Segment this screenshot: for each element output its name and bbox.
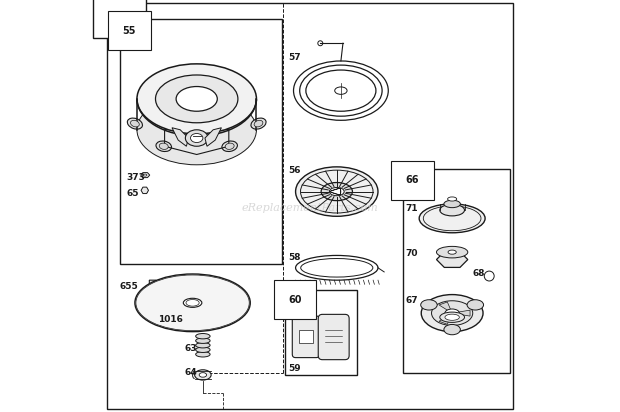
- Ellipse shape: [432, 301, 472, 325]
- Ellipse shape: [444, 200, 461, 208]
- Text: 55: 55: [123, 26, 136, 35]
- Ellipse shape: [156, 75, 238, 123]
- Ellipse shape: [436, 246, 468, 258]
- Ellipse shape: [251, 118, 266, 129]
- Ellipse shape: [421, 300, 437, 310]
- Ellipse shape: [137, 95, 257, 165]
- FancyBboxPatch shape: [292, 316, 319, 358]
- Ellipse shape: [196, 352, 210, 357]
- Ellipse shape: [440, 312, 464, 323]
- Polygon shape: [329, 188, 340, 192]
- Ellipse shape: [444, 325, 461, 335]
- Ellipse shape: [135, 274, 250, 332]
- Text: 65: 65: [126, 189, 139, 198]
- Bar: [285, 290, 357, 375]
- Ellipse shape: [186, 300, 199, 306]
- Text: 68: 68: [472, 269, 485, 279]
- Ellipse shape: [196, 347, 210, 352]
- Ellipse shape: [199, 372, 206, 377]
- Ellipse shape: [222, 141, 237, 152]
- Text: 63: 63: [184, 344, 197, 353]
- Polygon shape: [439, 302, 452, 313]
- Text: 1016: 1016: [157, 315, 182, 324]
- Text: 58: 58: [288, 253, 301, 262]
- Polygon shape: [436, 252, 468, 267]
- Ellipse shape: [159, 143, 168, 150]
- Circle shape: [484, 271, 494, 281]
- Ellipse shape: [448, 197, 457, 201]
- Text: 57: 57: [288, 53, 301, 62]
- Ellipse shape: [196, 334, 210, 339]
- Ellipse shape: [321, 183, 352, 201]
- Text: 655: 655: [120, 282, 138, 291]
- Text: 373: 373: [126, 173, 146, 182]
- Ellipse shape: [196, 343, 210, 348]
- Ellipse shape: [137, 64, 257, 134]
- Ellipse shape: [131, 120, 140, 127]
- Ellipse shape: [467, 300, 484, 310]
- Polygon shape: [452, 310, 470, 316]
- Text: 59: 59: [288, 364, 301, 373]
- Ellipse shape: [448, 250, 456, 254]
- Text: 67: 67: [405, 296, 419, 305]
- Ellipse shape: [440, 204, 464, 216]
- Text: 66: 66: [405, 175, 419, 185]
- Ellipse shape: [445, 314, 459, 321]
- Ellipse shape: [185, 130, 208, 146]
- Ellipse shape: [296, 167, 378, 216]
- Ellipse shape: [225, 143, 234, 150]
- Ellipse shape: [184, 298, 202, 307]
- Text: eReplacementParts.com: eReplacementParts.com: [242, 203, 378, 213]
- Ellipse shape: [176, 87, 217, 111]
- Text: 70: 70: [405, 249, 418, 258]
- Polygon shape: [439, 313, 452, 324]
- Text: 608: 608: [109, 12, 131, 22]
- Ellipse shape: [445, 309, 459, 317]
- Ellipse shape: [190, 133, 203, 143]
- Polygon shape: [172, 128, 188, 146]
- Ellipse shape: [127, 118, 143, 129]
- Polygon shape: [205, 128, 221, 146]
- Ellipse shape: [144, 174, 147, 176]
- Polygon shape: [149, 280, 159, 301]
- Bar: [299, 330, 313, 343]
- FancyBboxPatch shape: [318, 314, 349, 360]
- Ellipse shape: [421, 295, 483, 332]
- Ellipse shape: [419, 204, 485, 233]
- Text: 64: 64: [184, 368, 197, 377]
- Bar: [403, 169, 510, 373]
- Polygon shape: [329, 192, 340, 195]
- Ellipse shape: [329, 187, 344, 196]
- Ellipse shape: [156, 141, 172, 152]
- Text: 56: 56: [288, 166, 301, 176]
- Polygon shape: [141, 173, 150, 178]
- Text: 71: 71: [405, 204, 419, 213]
- Ellipse shape: [196, 338, 210, 344]
- Text: 60: 60: [288, 295, 302, 304]
- Ellipse shape: [423, 206, 481, 231]
- Ellipse shape: [195, 370, 211, 380]
- Ellipse shape: [301, 170, 373, 213]
- Polygon shape: [141, 187, 149, 194]
- Bar: [120, 19, 282, 264]
- Ellipse shape: [254, 120, 263, 127]
